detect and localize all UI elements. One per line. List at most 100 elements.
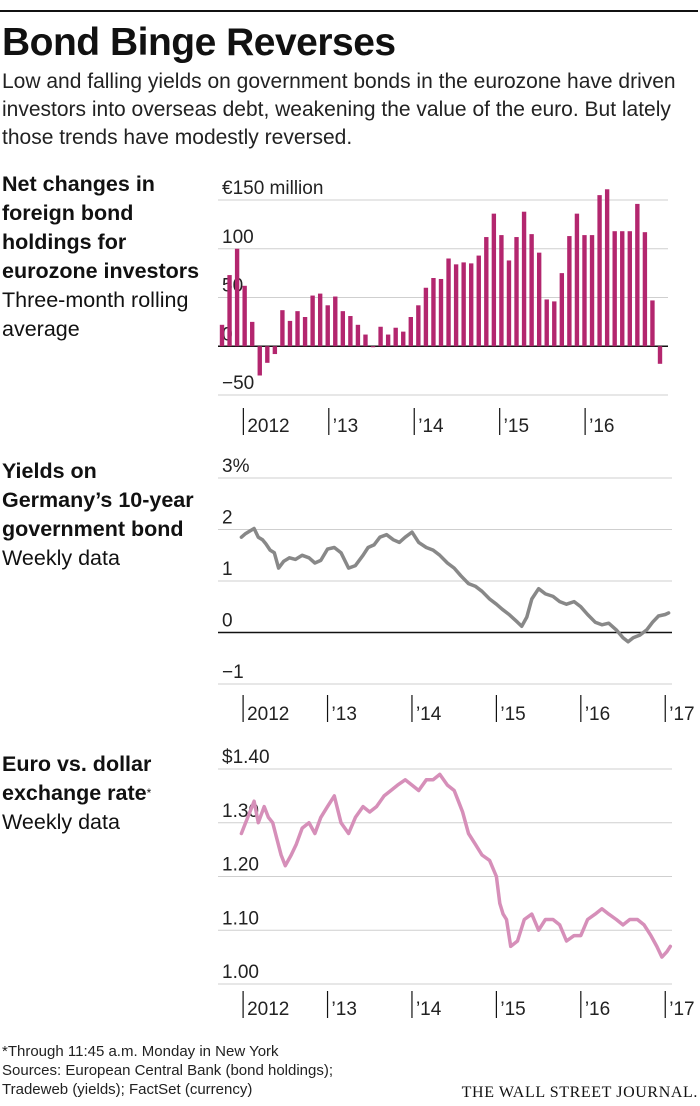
bond-x-tick-label: ’16 (589, 416, 614, 437)
bond-bar (280, 310, 285, 347)
yield-x-tick-label: ’15 (500, 704, 525, 725)
bond-bar (431, 278, 436, 347)
bond-bar (567, 236, 572, 347)
bond-bar (438, 278, 444, 347)
bond-bar (582, 235, 587, 347)
bond-bar (484, 237, 489, 347)
yield-y-tick-label: −1 (222, 662, 244, 683)
bond-y-tick-label: €150 million (222, 178, 323, 199)
bond-bar (650, 300, 655, 347)
bond-bar (469, 263, 474, 347)
yields-subtitle: Weekly data (2, 546, 120, 570)
bond-bar (363, 334, 368, 347)
bond-bar (574, 213, 580, 347)
bond-bar (612, 231, 617, 347)
bond-bar (536, 252, 542, 347)
fx-x-tick-label: ’17 (669, 999, 694, 1020)
bond-bar (620, 231, 625, 347)
fx-x-tick-label: ’13 (332, 999, 357, 1020)
bond-bar (355, 324, 361, 347)
bond-bar (317, 293, 323, 347)
bond-bar (635, 203, 640, 347)
yield-x-tick-label: ’16 (585, 704, 610, 725)
fx-x-tick-label: ’16 (585, 999, 610, 1020)
bond-x-tick-label: 2012 (247, 416, 289, 437)
bond-holdings-subtitle: Three-month rolling average (2, 288, 189, 341)
bond-bar (250, 321, 255, 347)
bond-bar (393, 327, 398, 347)
sources-line-1: Sources: European Central Bank (bond hol… (2, 1062, 334, 1079)
yield-y-tick-label: 3% (222, 456, 250, 477)
yield-y-tick-label: 2 (222, 508, 233, 529)
yield-x-tick-label: ’17 (669, 704, 694, 725)
euro-dollar-subtitle: Weekly data (2, 810, 120, 834)
footer: *Through 11:45 a.m. Monday in New York S… (2, 1042, 333, 1099)
euro-dollar-label: Euro vs. dollar exchange rate* Weekly da… (2, 750, 202, 837)
bond-bar (552, 301, 557, 347)
bond-bar (408, 317, 413, 347)
fx-x-tick-label: ’15 (500, 999, 525, 1020)
bond-y-tick-label: 50 (222, 276, 243, 297)
bond-bar (423, 287, 429, 347)
bond-bar (310, 295, 315, 347)
bond-bar (378, 326, 383, 347)
bond-bar (514, 237, 519, 347)
bond-bar (272, 346, 278, 355)
wsj-credit: THE WALL STREET JOURNAL. (461, 1084, 698, 1101)
bond-bar (476, 255, 481, 347)
bond-bar (325, 305, 330, 347)
bond-bar (627, 231, 632, 347)
bond-y-tick-label: 0 (222, 324, 233, 345)
bond-holdings-title: Net changes in foreign bond holdings for… (2, 172, 200, 283)
bond-holdings-label: Net changes in foreign bond holdings for… (2, 170, 202, 344)
bond-bar (242, 285, 247, 347)
bond-bar (416, 305, 421, 347)
bond-bar (340, 311, 346, 347)
yield-x-tick-label: ’13 (332, 704, 357, 725)
fx-series-line (239, 772, 673, 959)
yield-y-tick-label: 0 (222, 611, 233, 632)
yields-title: Yields on Germany’s 10-year government b… (2, 459, 194, 541)
top-rule (0, 10, 698, 12)
bond-bar (234, 248, 240, 347)
bond-bar (461, 262, 466, 347)
bond-bar (559, 273, 565, 347)
bond-y-tick-label: −50 (222, 373, 254, 394)
bond-bar (295, 311, 300, 347)
bond-bar (657, 346, 663, 364)
yield-series-line (239, 526, 671, 644)
bond-bar (348, 316, 353, 347)
headline: Bond Binge Reverses (2, 21, 396, 64)
bond-bar (227, 275, 232, 347)
yield-x-tick-label: 2012 (247, 704, 289, 725)
bond-bar (597, 195, 602, 347)
sources-line-2: Tradeweb (yields); FactSet (currency) (2, 1081, 253, 1098)
bond-y-tick-label: 100 (222, 227, 254, 248)
bond-bar (506, 260, 512, 347)
bond-bar (333, 296, 338, 347)
bond-bar (642, 232, 648, 347)
bond-bar (257, 346, 262, 376)
bond-x-tick-label: ’13 (333, 416, 358, 437)
bond-bar (544, 299, 549, 347)
bond-bar (521, 211, 527, 347)
bond-bar (287, 320, 293, 347)
fx-y-tick-label: $1.40 (222, 747, 270, 768)
bond-bar (219, 324, 225, 347)
bond-bar (302, 317, 308, 347)
bond-x-tick-label: ’14 (418, 416, 444, 437)
bond-bar (446, 258, 451, 347)
fx-x-tick-label: ’14 (416, 999, 442, 1020)
yield-y-tick-label: 1 (222, 559, 233, 580)
yields-label: Yields on Germany’s 10-year government b… (2, 457, 202, 573)
bond-x-tick-label: ’15 (504, 416, 529, 437)
bond-bar (385, 334, 391, 347)
bond-bar (499, 235, 504, 347)
euro-dollar-title-mark: * (146, 786, 152, 800)
bond-bar (453, 264, 459, 347)
bond-bar (589, 235, 595, 347)
fx-y-tick-label: 1.00 (222, 962, 259, 983)
footnote: *Through 11:45 a.m. Monday in New York (2, 1043, 279, 1060)
